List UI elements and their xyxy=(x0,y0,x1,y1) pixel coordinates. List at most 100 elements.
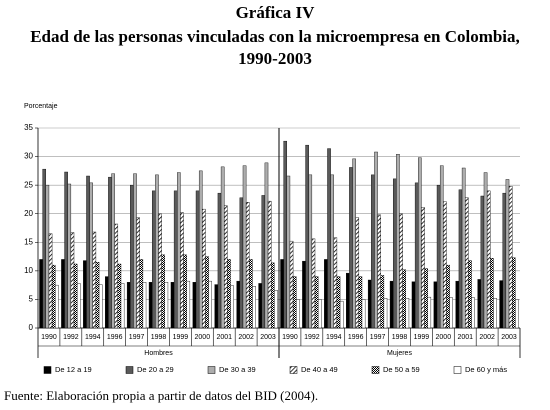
bar xyxy=(205,256,209,329)
bar xyxy=(461,167,466,329)
bar xyxy=(98,284,103,329)
x-tick-label: 2000 xyxy=(195,334,211,341)
bar xyxy=(208,280,212,329)
bar xyxy=(86,175,90,329)
bar xyxy=(239,197,244,329)
bar xyxy=(173,190,178,329)
y-tick-label: 5 xyxy=(29,295,34,304)
bar xyxy=(130,184,134,329)
bar xyxy=(148,282,153,329)
bar xyxy=(155,174,159,329)
bar xyxy=(505,179,510,329)
bar xyxy=(502,192,507,329)
legend-label: De 12 a 19 xyxy=(55,365,92,374)
bar xyxy=(333,237,338,329)
bar xyxy=(89,182,93,329)
chart-title: Gráfica IV xyxy=(236,3,316,22)
bar xyxy=(126,282,131,329)
bar xyxy=(42,168,47,329)
bar xyxy=(92,231,97,329)
bar xyxy=(468,260,472,329)
bar xyxy=(70,232,75,329)
x-tick-label: 1996 xyxy=(107,334,123,341)
bar xyxy=(61,259,65,329)
x-tick-label: 1997 xyxy=(370,334,386,341)
x-tick-label: 1999 xyxy=(173,334,189,341)
x-tick-label: 1998 xyxy=(151,334,167,341)
bar xyxy=(224,205,228,329)
bar xyxy=(314,276,319,329)
legend-swatch xyxy=(43,366,52,374)
bar xyxy=(195,190,200,329)
bar xyxy=(289,240,294,329)
source-note: Fuente: Elaboración propia a partir de d… xyxy=(4,388,318,403)
bar xyxy=(352,158,356,329)
bar xyxy=(396,154,400,329)
y-tick-label: 20 xyxy=(24,209,33,218)
bar xyxy=(111,173,115,329)
bar xyxy=(64,171,68,329)
chart-subtitle: Edad de las personas vinculadas con la m… xyxy=(30,27,520,46)
bar xyxy=(414,182,419,329)
y-tick-label: 30 xyxy=(24,152,33,161)
legend-swatch xyxy=(125,366,134,374)
bar xyxy=(45,184,50,329)
bar xyxy=(446,264,450,329)
chart-subtitle: 1990-2003 xyxy=(238,49,312,68)
bar xyxy=(361,299,366,329)
bar xyxy=(436,184,441,329)
x-tick-label: 2003 xyxy=(501,334,517,341)
bar xyxy=(358,276,363,329)
bar xyxy=(252,286,256,329)
y-tick-label: 25 xyxy=(24,180,33,189)
bar xyxy=(355,217,360,329)
group-label: Hombres xyxy=(144,350,173,357)
bar xyxy=(51,264,56,329)
bar xyxy=(83,260,87,329)
y-tick-label: 35 xyxy=(24,123,33,132)
bar xyxy=(217,192,222,329)
x-tick-label: 1994 xyxy=(85,334,101,341)
bar xyxy=(324,259,328,329)
legend-swatch xyxy=(371,366,380,374)
bar xyxy=(427,296,432,329)
x-tick-label: 1994 xyxy=(326,334,342,341)
x-tick-label: 1999 xyxy=(414,334,430,341)
x-tick-label: 1992 xyxy=(63,334,79,341)
bar xyxy=(108,176,112,329)
legend-swatch xyxy=(453,366,462,374)
x-tick-label: 1992 xyxy=(304,334,320,341)
legend-swatch xyxy=(207,366,216,374)
bar xyxy=(186,280,191,329)
bar xyxy=(339,300,344,329)
bar xyxy=(424,268,428,329)
bar xyxy=(151,190,156,329)
bar xyxy=(249,259,253,329)
bar xyxy=(377,214,381,329)
bar xyxy=(230,285,234,329)
bar xyxy=(270,262,275,329)
bar xyxy=(455,280,460,329)
bar xyxy=(136,217,140,329)
bar xyxy=(292,276,297,329)
bar xyxy=(349,167,353,329)
bar xyxy=(471,297,475,329)
legend-label: De 50 a 59 xyxy=(383,365,420,374)
bar xyxy=(258,283,262,329)
bar xyxy=(198,170,203,329)
bar xyxy=(139,259,144,329)
bar xyxy=(67,183,72,329)
bar xyxy=(477,279,482,329)
bar xyxy=(367,279,372,329)
group-label: Mujeres xyxy=(387,350,412,357)
bar xyxy=(183,254,187,329)
bar xyxy=(405,298,410,329)
bar xyxy=(346,272,350,329)
bar xyxy=(493,298,497,329)
bar xyxy=(120,283,125,329)
legend-label: De 20 a 29 xyxy=(137,365,174,374)
bar xyxy=(490,258,494,329)
bar xyxy=(508,186,513,329)
bar xyxy=(261,195,266,329)
